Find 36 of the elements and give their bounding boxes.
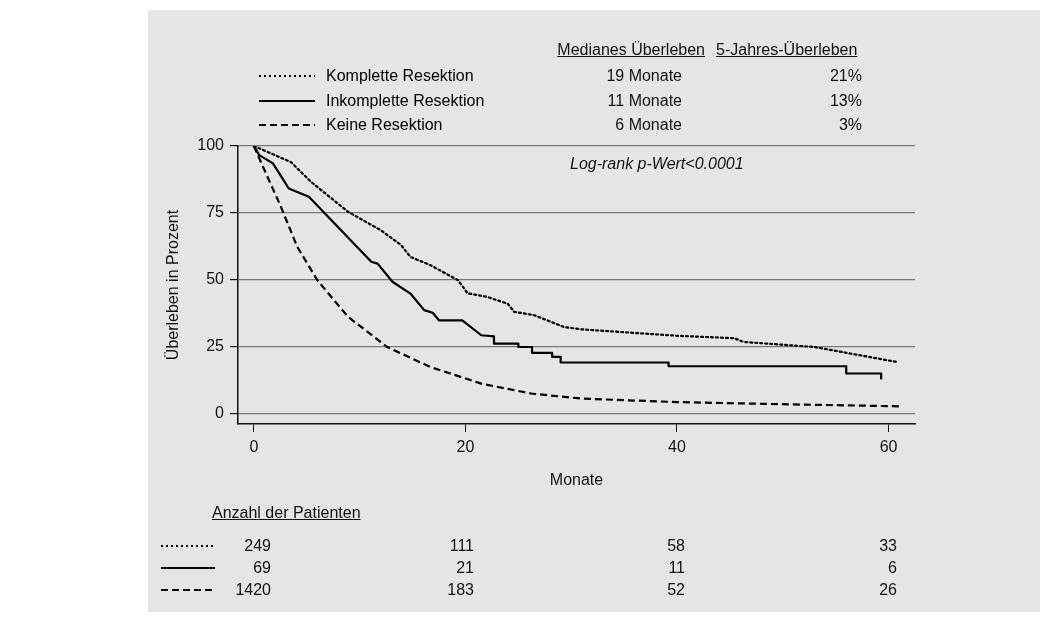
text: Medianes Überleben: [556, 40, 705, 60]
legend-label: Inkomplette Resektion: [326, 91, 485, 110]
y-tick-label: 75: [206, 203, 225, 221]
x-tick-label: 20: [456, 438, 475, 456]
text: 13%: [828, 90, 862, 111]
y-tick-label: 50: [206, 270, 225, 288]
text: 111: [448, 536, 474, 556]
x-tick-label: 60: [879, 438, 898, 456]
text: 26: [878, 580, 897, 600]
text: 58: [666, 536, 685, 556]
y-tick-label: 100: [197, 136, 225, 154]
text: Anzahl der Patienten: [212, 503, 361, 523]
legend-label: Komplette Resektion: [326, 67, 474, 85]
text: 11: [667, 558, 685, 578]
text: 183: [446, 580, 474, 600]
text: 69: [252, 558, 271, 578]
x-axis-title: Monate: [549, 470, 604, 488]
text: 11 Monate: [606, 90, 682, 111]
y-axis-title: Überleben in Prozent: [164, 209, 182, 361]
text: 33: [878, 536, 897, 556]
text: 21%: [828, 66, 862, 86]
text: 6 Monate: [614, 115, 682, 135]
text: 3%: [837, 115, 862, 135]
x-tick-label: 0: [249, 438, 259, 456]
annotation: Log-rank p-Wert<0.0001: [570, 154, 744, 174]
y-tick-label: 25: [206, 336, 225, 354]
text: 21: [455, 558, 474, 578]
text: 1420: [234, 580, 271, 600]
legend-label: Keine Resektion: [326, 116, 443, 134]
text: 249: [243, 536, 271, 556]
text: 6: [887, 558, 897, 578]
x-tick-label: 40: [668, 438, 686, 456]
text: 52: [666, 580, 685, 600]
y-tick-label: 0: [215, 403, 225, 421]
text: 19 Monate: [605, 66, 682, 86]
text: 5-Jahres-Überleben: [716, 40, 859, 60]
